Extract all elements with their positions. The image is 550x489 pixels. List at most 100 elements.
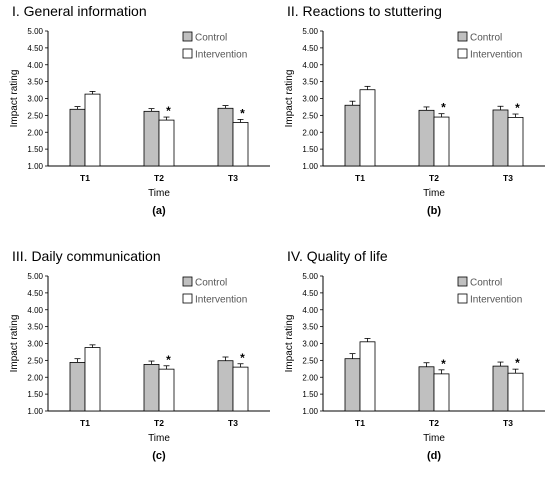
y-tick-label: 1.00: [27, 162, 43, 171]
y-tick-label: 2.50: [302, 111, 318, 120]
bar-intervention-t3: [232, 122, 249, 167]
bar-intervention-t1: [84, 93, 101, 167]
bar-intervention-t1: [359, 89, 376, 167]
y-tick-label: 1.50: [302, 145, 318, 154]
y-axis-label: Impact rating: [9, 70, 20, 128]
y-tick-label: 2.50: [302, 356, 318, 365]
bar-control-t3: [217, 360, 234, 412]
y-tick-label: 3.00: [302, 340, 318, 349]
y-tick-label: 3.00: [302, 95, 318, 104]
chart-svg-d: IV. Quality of life 1.00 1.50 2.00 2.50 3.00 3…: [284, 248, 545, 462]
chart-title: IV. Quality of life: [287, 248, 388, 264]
bar-control-t1: [69, 108, 86, 167]
y-tick-label: 4.50: [302, 289, 318, 298]
legend-swatch-intervention: [457, 48, 468, 59]
subfigure-label: (b): [427, 205, 441, 217]
y-tick-label: 2.00: [27, 373, 43, 382]
legend-swatch-intervention: [182, 293, 193, 304]
y-tick-label: 2.00: [302, 373, 318, 382]
x-axis-label: Time: [148, 188, 170, 199]
x-tick-label: T3: [503, 418, 513, 428]
y-tick-label: 4.00: [27, 306, 43, 315]
bar-intervention-t2: [433, 116, 450, 167]
y-tick-label: 1.00: [302, 162, 318, 171]
bar-intervention-t3: [232, 366, 249, 412]
bar-intervention-t2: [158, 119, 175, 167]
x-tick-label: T2: [154, 173, 164, 183]
significance-marker: *: [166, 353, 171, 367]
y-tick-label: 3.50: [27, 323, 43, 332]
y-tick-label: 2.50: [27, 356, 43, 365]
legend-label-intervention: Intervention: [195, 50, 247, 61]
bar-control-t2: [143, 110, 160, 167]
y-tick-label: 2.00: [27, 128, 43, 137]
y-tick-label: 4.00: [302, 306, 318, 315]
y-tick-label: 3.50: [302, 78, 318, 87]
y-tick-label: 2.50: [27, 111, 43, 120]
legend-swatch-intervention: [457, 293, 468, 304]
y-tick-label: 2.00: [302, 128, 318, 137]
legend-label-intervention: Intervention: [195, 295, 247, 306]
legend-label-intervention: Intervention: [470, 295, 522, 306]
bar-control-t1: [344, 358, 361, 412]
y-axis-label: Impact rating: [284, 315, 295, 373]
y-tick-label: 1.00: [27, 407, 43, 416]
legend-swatch-control: [182, 276, 193, 287]
x-axis-label: Time: [423, 433, 445, 444]
legend-swatch-control: [457, 276, 468, 287]
bar-control-t2: [418, 109, 435, 167]
y-tick-label: 5.00: [27, 272, 43, 281]
chart-svg-b: II. Reactions to stuttering 1.00 1.50 2.00 2…: [284, 3, 545, 217]
x-tick-label: T3: [228, 173, 238, 183]
bar-intervention-t3: [507, 117, 524, 167]
significance-marker: *: [441, 101, 446, 115]
legend-swatch-control: [182, 31, 193, 42]
chart-panel-a: I. General information 1.00 1.50 2.00 2.50 3.…: [0, 0, 275, 244]
legend-label-control: Control: [195, 33, 227, 44]
bar-control-t2: [143, 364, 160, 412]
y-tick-label: 4.00: [302, 61, 318, 70]
bar-control-t2: [418, 366, 435, 412]
y-tick-label: 3.50: [302, 323, 318, 332]
chart-svg-a: I. General information 1.00 1.50 2.00 2.50 3.…: [9, 3, 270, 217]
y-axis-label: Impact rating: [284, 70, 295, 128]
x-axis-label: Time: [423, 188, 445, 199]
significance-marker: *: [240, 106, 245, 120]
significance-marker: *: [515, 101, 520, 115]
bar-intervention-t2: [158, 368, 175, 412]
chart-panel-c: III. Daily communication 1.00 1.50 2.00 2.50…: [0, 245, 275, 489]
x-tick-label: T1: [80, 173, 90, 183]
legend-swatch-control: [457, 31, 468, 42]
legend-swatch-intervention: [182, 48, 193, 59]
bar-control-t3: [492, 365, 509, 412]
x-tick-label: T3: [503, 173, 513, 183]
legend-label-intervention: Intervention: [470, 50, 522, 61]
chart-svg-c: III. Daily communication 1.00 1.50 2.00 2.50…: [9, 248, 270, 462]
y-tick-label: 4.00: [27, 61, 43, 70]
y-tick-label: 1.50: [302, 390, 318, 399]
bar-intervention-t3: [507, 372, 524, 412]
legend-label-control: Control: [470, 278, 502, 289]
subfigure-label: (c): [152, 450, 166, 462]
chart-panel-b: II. Reactions to stuttering 1.00 1.50 2.00 2…: [275, 0, 550, 244]
x-tick-label: T2: [429, 418, 439, 428]
chart-title: II. Reactions to stuttering: [287, 3, 442, 19]
subfigure-label: (d): [427, 450, 441, 462]
y-tick-label: 3.00: [27, 340, 43, 349]
bar-control-t1: [69, 362, 86, 412]
significance-marker: *: [441, 357, 446, 371]
y-tick-label: 1.50: [27, 145, 43, 154]
bar-control-t1: [344, 104, 361, 167]
bar-control-t3: [492, 109, 509, 167]
bar-control-t3: [217, 107, 234, 167]
x-tick-label: T3: [228, 418, 238, 428]
y-axis-label: Impact rating: [9, 315, 20, 373]
y-tick-label: 4.50: [27, 289, 43, 298]
y-tick-label: 5.00: [27, 27, 43, 36]
bar-intervention-t2: [433, 373, 450, 412]
significance-marker: *: [515, 356, 520, 370]
y-tick-label: 3.50: [27, 78, 43, 87]
bar-intervention-t1: [359, 341, 376, 412]
x-tick-label: T1: [355, 418, 365, 428]
chart-title: I. General information: [12, 3, 147, 19]
